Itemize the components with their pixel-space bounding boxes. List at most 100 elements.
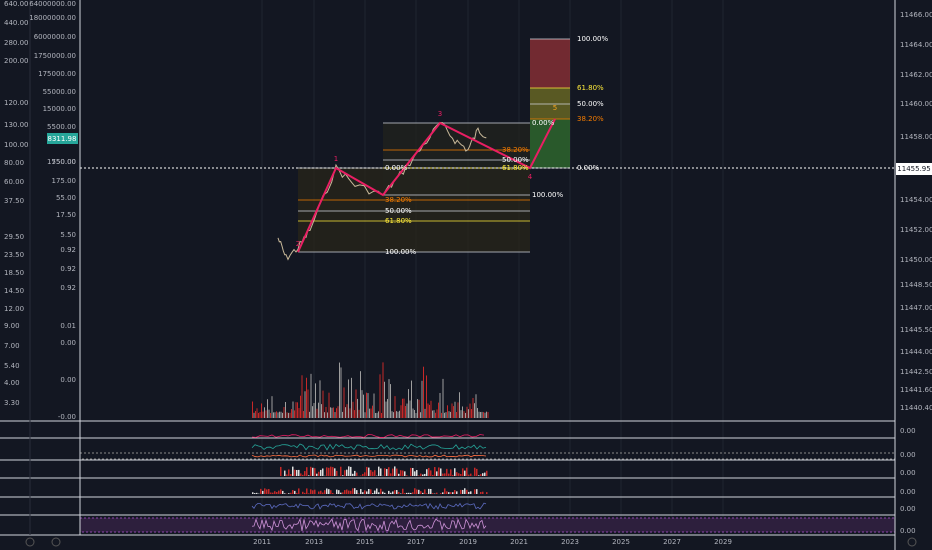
osc-bar: [418, 475, 420, 476]
volume-bar: [370, 408, 372, 418]
scale-axis-label: 5.50: [60, 231, 76, 239]
volume-bar: [277, 412, 279, 418]
volume-bar: [288, 412, 289, 418]
volume-bar: [361, 390, 363, 418]
volume-bar: [351, 377, 352, 418]
osc-bar: [350, 466, 352, 476]
osc-bar: [424, 489, 426, 494]
volume-bar: [271, 396, 273, 418]
osc-bar: [290, 492, 292, 494]
osc-bar: [286, 474, 288, 476]
volume-bar: [369, 408, 370, 418]
x-axis-label: 2015: [356, 538, 374, 546]
volume-bar: [328, 392, 330, 418]
tool-icon[interactable]: [51, 537, 61, 547]
osc-bar: [276, 492, 278, 494]
osc-bar: [416, 489, 418, 494]
volume-bar: [358, 409, 360, 418]
volume-bar: [256, 408, 258, 418]
osc-bar: [428, 467, 430, 476]
osc-bar: [318, 471, 320, 476]
osc-bar: [464, 470, 466, 476]
osc-bar: [402, 488, 404, 494]
osc-bar: [460, 489, 462, 494]
osc-bar: [374, 470, 376, 476]
scale-axis-label: -0.00: [58, 413, 76, 421]
volume-bar: [451, 403, 453, 418]
tool-icon[interactable]: [907, 537, 917, 547]
osc-bar: [362, 492, 364, 494]
volume-bar: [300, 395, 301, 418]
volume-bar: [301, 375, 303, 418]
left-axis-label: 80.00: [4, 159, 24, 167]
osc-bar: [344, 490, 346, 494]
osc-bar: [304, 471, 306, 476]
fib-lines: [298, 38, 570, 253]
osc-bar: [280, 466, 282, 476]
osc-bar: [308, 493, 310, 494]
osc-bar: [398, 473, 400, 476]
osc-bar: [312, 490, 314, 494]
scale-axis-label: 175000.00: [38, 70, 76, 78]
osc-bar: [376, 488, 378, 494]
left-axis-label: 12.00: [4, 305, 24, 313]
osc-bar: [346, 469, 348, 476]
osc-bar: [370, 489, 372, 494]
volume-bar: [442, 378, 444, 418]
osc-bar: [438, 467, 440, 476]
right-axis-label: 11464.00: [900, 41, 932, 49]
osc-bar: [388, 467, 390, 476]
volume-bar: [325, 406, 327, 418]
target-zone: [530, 88, 570, 119]
osc-bar: [462, 489, 464, 494]
osc-bar: [384, 492, 386, 494]
indicator-panels: [0, 420, 896, 536]
volume-bar: [309, 411, 310, 418]
volume-bar: [298, 408, 300, 418]
tool-icon[interactable]: [25, 537, 35, 547]
osc-bar: [262, 490, 264, 494]
volume-bar: [472, 397, 474, 418]
osc-bar: [288, 469, 290, 476]
volume-bar: [318, 402, 319, 418]
osc-bar: [412, 467, 414, 476]
volume-bar: [315, 383, 316, 418]
osc-bar: [284, 470, 286, 476]
osc-bar: [284, 493, 286, 494]
osc-bar: [420, 491, 422, 494]
volume-bar: [412, 408, 414, 418]
osc-bar: [416, 470, 418, 476]
volume-bar: [279, 411, 280, 418]
osc-bar: [292, 466, 294, 476]
osc-bar: [372, 493, 374, 494]
volume-bar: [280, 411, 282, 418]
volume-bar: [352, 401, 354, 418]
osc-bar: [474, 467, 476, 476]
volume-bar: [273, 412, 274, 418]
osc-bar: [476, 468, 478, 476]
osc-bar: [448, 492, 450, 494]
volume-bar: [262, 411, 264, 418]
volume-bar: [255, 410, 256, 418]
osc-bar: [296, 469, 298, 476]
left-axis-label: 440.00: [4, 19, 29, 27]
osc-bar: [308, 475, 310, 476]
volume-bar: [286, 412, 288, 418]
volume-bar: [346, 404, 348, 418]
volume-bar: [406, 403, 408, 418]
volume-bar: [403, 398, 405, 418]
volume-bar: [462, 406, 463, 418]
volume-bar: [310, 373, 312, 418]
osc-bar: [368, 467, 370, 476]
indicator-line: [251, 454, 487, 458]
osc-bar: [456, 491, 458, 494]
osc-bar: [422, 474, 424, 476]
x-axis-label: 2013: [305, 538, 323, 546]
volume-bar: [471, 409, 472, 418]
osc-bar: [478, 475, 480, 476]
osc-bar: [302, 491, 304, 494]
osc-bar: [290, 474, 292, 476]
osc-bar: [336, 489, 338, 494]
osc-bar: [482, 491, 484, 494]
fib-label: 0.00%: [385, 164, 408, 172]
